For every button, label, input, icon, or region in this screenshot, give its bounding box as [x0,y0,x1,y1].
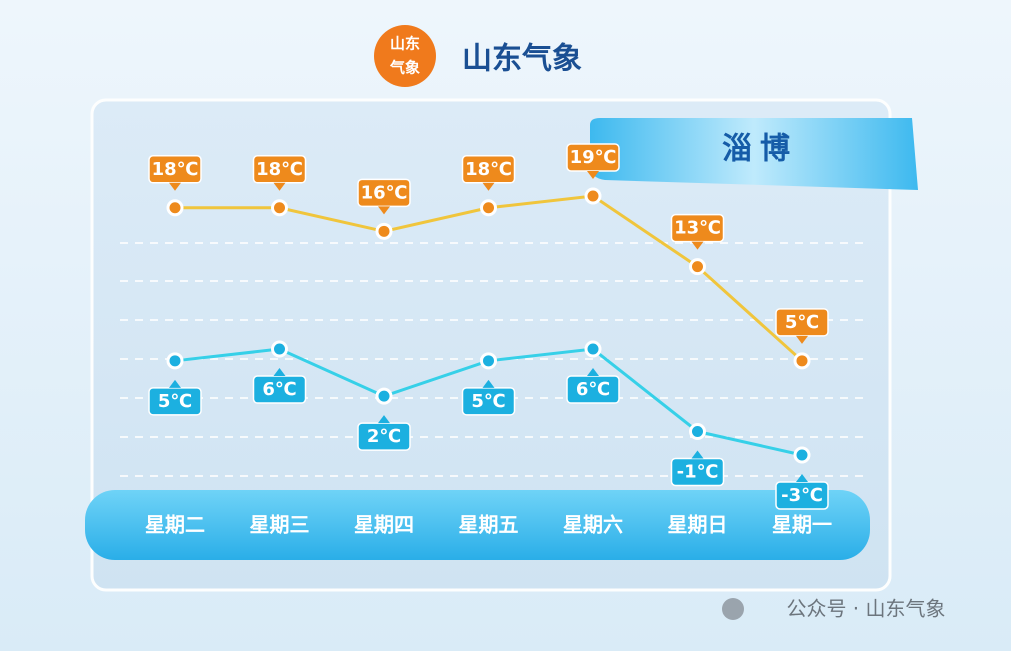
value-label: -3℃ [775,474,829,510]
data-label: 5℃ [471,391,505,412]
point [480,352,497,370]
x-tick-label: 星期二 [145,513,205,537]
day-bar [85,490,870,560]
value-label: 5℃ [461,379,516,416]
x-tick-label: 星期一 [772,513,832,537]
x-tick-label: 星期六 [563,513,623,537]
watermark: 公众号 · 山东气象 [786,597,945,621]
data-label: 19℃ [570,147,617,168]
label-pointer [691,450,704,459]
wechat-icon [722,598,744,620]
city-tab [590,118,918,190]
value-label: 2℃ [357,415,411,451]
point [584,187,602,205]
label-pointer [796,474,808,482]
logo-text: 山东 [390,35,420,53]
label-pointer [587,368,599,377]
label-pointer [587,171,599,179]
value-label: 13℃ [670,213,725,250]
value-label: 18℃ [461,155,516,191]
data-label: 18℃ [256,159,303,180]
value-label: 5℃ [775,308,829,344]
data-label: 16℃ [361,182,408,203]
label-pointer [482,379,495,388]
point [375,222,393,240]
point [793,352,811,370]
label-pointer [796,335,808,344]
value-label: 19℃ [566,143,620,179]
value-label: 6℃ [252,368,307,404]
label-pointer [378,206,390,215]
data-label: 5℃ [158,391,192,412]
point [271,199,288,217]
logo [374,25,436,87]
data-label: 6℃ [262,379,296,400]
point [480,199,497,217]
chart-title: 山东气象 [462,42,582,77]
data-label: 18℃ [465,159,512,180]
label-pointer [273,368,286,377]
data-label: -1℃ [677,461,719,482]
label-pointer [169,379,181,388]
data-label: 6℃ [576,379,610,400]
label-pointer [169,182,181,191]
point [689,422,706,440]
data-label: 18℃ [152,159,199,180]
x-tick-label: 星期日 [668,513,728,537]
point [166,352,184,370]
x-tick-label: 星期三 [250,513,310,537]
value-label: 18℃ [252,155,307,191]
point [375,387,393,405]
value-label: -1℃ [670,450,725,487]
value-label: 5℃ [148,379,202,416]
data-label: 5℃ [785,312,819,333]
point [166,199,184,217]
point [584,340,602,358]
x-tick-label: 星期四 [354,513,414,537]
value-label: 18℃ [148,155,202,191]
data-label: 2℃ [367,426,401,447]
label-pointer [378,415,390,424]
label-pointer [482,182,495,191]
data-label: -3℃ [781,485,823,506]
point [793,446,811,464]
point [271,340,288,358]
value-label: 16℃ [357,178,411,215]
city-name: 淄博 [722,132,798,167]
x-tick-label: 星期五 [459,513,519,537]
data-label: 13℃ [674,218,721,239]
value-label: 6℃ [566,368,620,404]
label-pointer [273,182,286,191]
label-pointer [691,241,704,250]
point [689,258,706,276]
logo-text: 气象 [389,59,420,77]
